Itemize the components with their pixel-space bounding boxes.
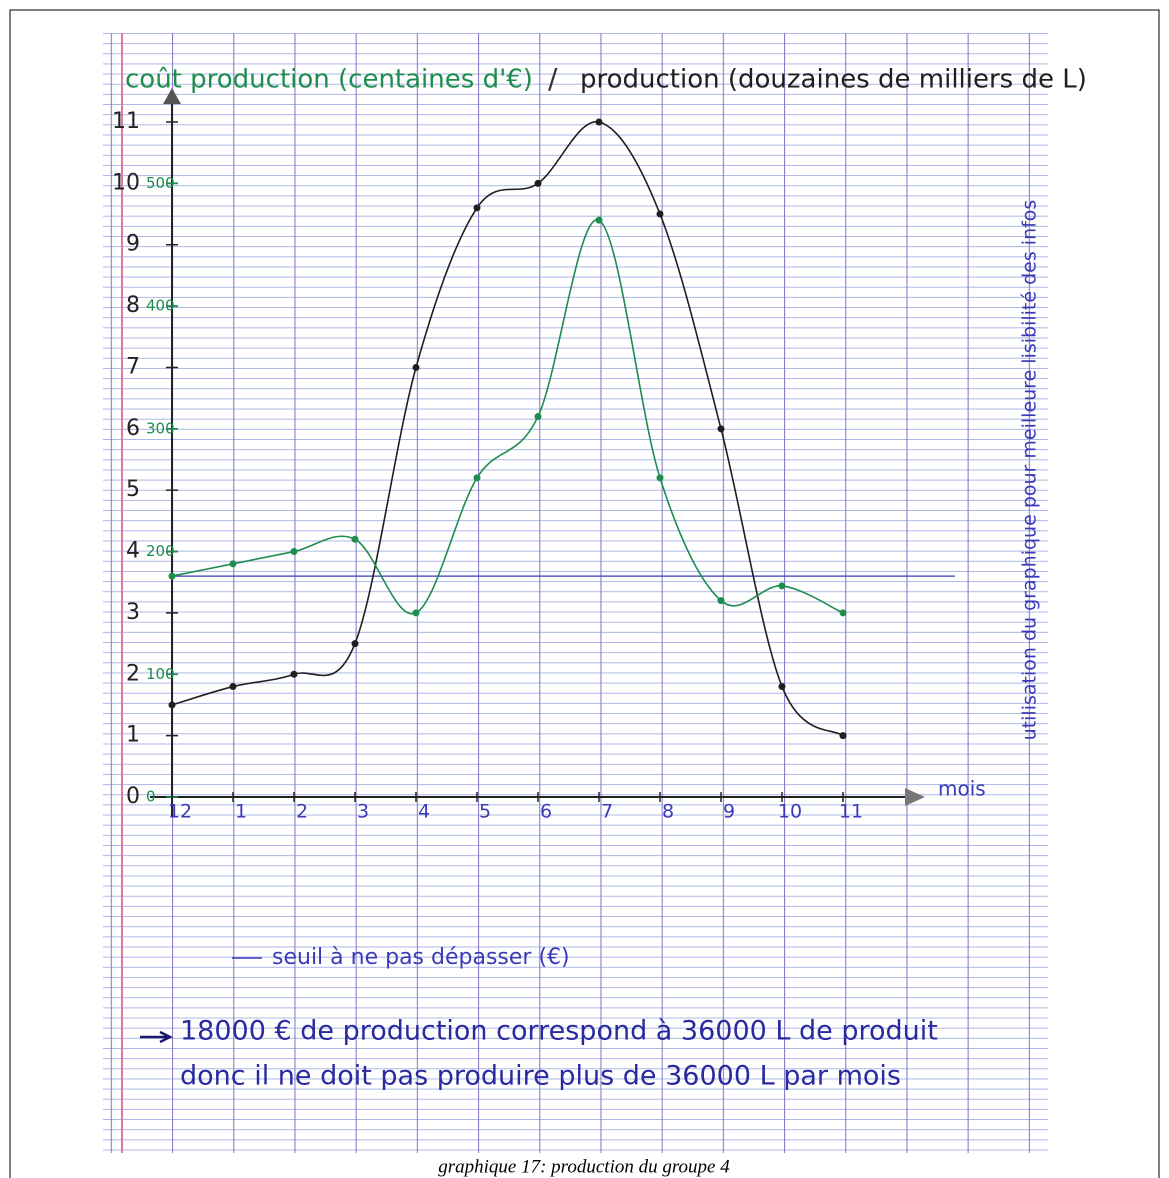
x-tick-label: 1 xyxy=(235,801,247,823)
y2-tick-label: 400 xyxy=(146,297,175,315)
title-cost: coût production (centaines d'€) xyxy=(125,65,533,95)
x-tick-label: 4 xyxy=(418,801,430,823)
note: donc il ne doit pas produire plus de 360… xyxy=(180,1061,901,1092)
note-arrow xyxy=(140,1030,173,1044)
point xyxy=(717,425,725,433)
x-tick-label: 2 xyxy=(296,801,308,823)
point xyxy=(717,597,725,605)
point xyxy=(290,548,298,556)
title-production: production (douzaines de milliers de L) xyxy=(580,65,1087,95)
threshold-legend: seuil à ne pas dépasser (€) xyxy=(272,945,570,970)
point xyxy=(656,210,664,218)
point xyxy=(534,413,542,421)
caption: graphique 17: production du groupe 4 xyxy=(438,1156,730,1177)
paper-columns xyxy=(103,33,1048,1153)
x-tick-label: 5 xyxy=(479,801,491,823)
point xyxy=(595,118,603,126)
point xyxy=(168,572,176,580)
y-tick-label: 10 xyxy=(112,170,140,195)
point xyxy=(656,474,664,482)
point xyxy=(534,179,542,187)
x-tick-label: 3 xyxy=(357,801,369,823)
y2-tick-label: 100 xyxy=(146,665,175,683)
y-tick-label: 5 xyxy=(126,477,140,502)
y2-tick-label: 0 xyxy=(146,788,156,806)
point xyxy=(778,582,786,590)
y-tick-label: 1 xyxy=(126,723,140,748)
point xyxy=(778,683,786,691)
point xyxy=(839,732,847,740)
x-axis-label: mois xyxy=(938,777,986,801)
x-tick-label: 12 xyxy=(168,801,192,823)
point xyxy=(839,609,847,617)
point xyxy=(168,701,176,709)
x-tick-label: 9 xyxy=(723,801,735,823)
x-tick-label: 7 xyxy=(601,801,613,823)
point xyxy=(229,560,237,568)
y-tick-label: 9 xyxy=(126,232,140,257)
y-tick-label: 11 xyxy=(112,109,140,134)
y-tick-label: 6 xyxy=(126,416,140,441)
y-tick-label: 8 xyxy=(126,293,140,318)
y-tick-label: 7 xyxy=(126,354,140,379)
point xyxy=(290,670,298,678)
side-note: utilisation du graphique pour meilleure … xyxy=(1019,200,1041,741)
point xyxy=(229,683,237,691)
y2-tick-label: 200 xyxy=(146,542,175,560)
caption-band xyxy=(11,1153,1158,1178)
y-axis-arrow xyxy=(163,88,181,104)
x-tick-label: 10 xyxy=(778,801,802,823)
x-tick-label: 11 xyxy=(839,801,863,823)
x-axis-arrow xyxy=(905,788,925,806)
y-tick-label: 2 xyxy=(126,661,140,686)
point xyxy=(595,216,603,224)
y2-tick-label: 500 xyxy=(146,174,175,192)
point xyxy=(412,609,420,617)
y-tick-label: 3 xyxy=(126,600,140,625)
y2-tick-label: 300 xyxy=(146,419,175,437)
point xyxy=(473,204,481,212)
note: 18000 € de production correspond à 36000… xyxy=(180,1016,938,1047)
title-separator: / xyxy=(548,62,558,95)
y-tick-label: 4 xyxy=(126,539,140,564)
y-tick-label: 0 xyxy=(126,784,140,809)
point xyxy=(351,640,359,648)
point xyxy=(473,474,481,482)
point xyxy=(412,363,420,371)
point xyxy=(351,535,359,543)
x-tick-label: 8 xyxy=(662,801,674,823)
x-tick-label: 6 xyxy=(540,801,552,823)
series-line xyxy=(171,121,844,737)
